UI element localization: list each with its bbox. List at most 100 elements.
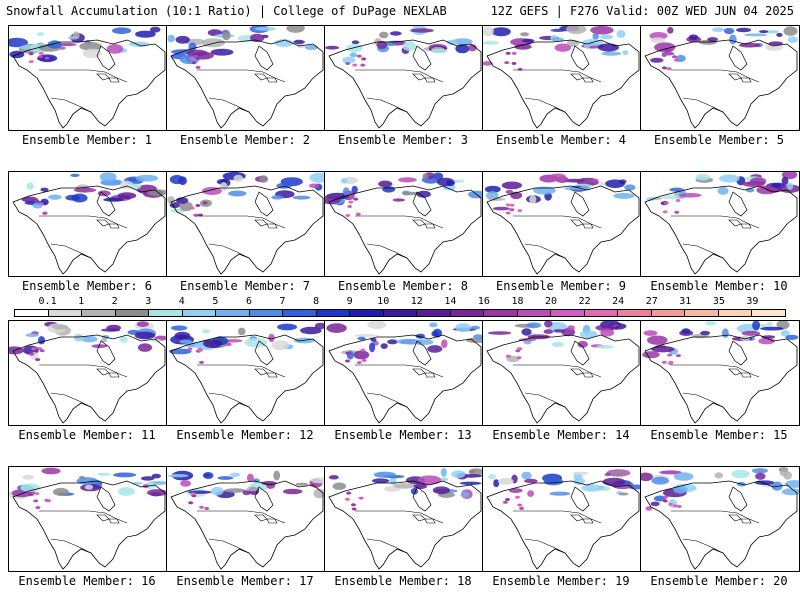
us-mexico-border <box>524 538 566 554</box>
snowfall-shading <box>203 339 223 348</box>
snowfall-shading <box>259 175 268 183</box>
colorbar-tick-label: 5 <box>212 296 219 307</box>
snowfall-shading <box>224 488 246 493</box>
snowfall-shading <box>488 474 496 480</box>
us-mexico-border <box>682 97 724 113</box>
snowfall-shading <box>103 197 124 202</box>
map-svg <box>325 26 483 130</box>
snowfall-shading <box>332 482 347 490</box>
hudson-bay <box>570 45 590 71</box>
map-svg <box>483 467 641 571</box>
great-lakes <box>412 368 436 378</box>
snowfall-shading <box>509 488 523 493</box>
snowfall-shading <box>35 506 41 510</box>
snowfall-shading <box>402 41 417 52</box>
coastline <box>644 185 798 275</box>
snowfall-shading <box>432 328 442 338</box>
colorbar-tick-label: 3 <box>145 296 152 307</box>
colorbar-tick-label: 31 <box>679 296 692 307</box>
hudson-bay <box>412 340 432 366</box>
snowfall-shading <box>99 172 117 182</box>
snowfall-shading <box>527 490 534 497</box>
us-mexico-border <box>682 243 724 259</box>
snowfall-shading <box>492 206 510 211</box>
snowfall-shading <box>179 201 193 212</box>
us-canada-border <box>355 364 444 378</box>
ensemble-map-panel <box>640 171 800 277</box>
snowfall-shading <box>604 472 611 477</box>
snowfall-shading <box>314 322 325 330</box>
snowfall-shading <box>553 329 565 333</box>
us-mexico-border <box>524 392 566 408</box>
colorbar-swatch <box>283 310 317 316</box>
colorbar-swatch <box>752 310 785 316</box>
snowfall-shading <box>609 472 628 476</box>
coastline <box>328 480 482 570</box>
snowfall-shading <box>119 336 128 343</box>
snowfall-layer <box>642 321 799 365</box>
snowfall-shading <box>402 191 420 196</box>
snowfall-shading <box>581 484 603 492</box>
hudson-bay <box>412 45 432 71</box>
snowfall-shading <box>188 57 194 61</box>
snowfall-shading <box>198 348 203 352</box>
snowfall-shading <box>136 321 149 327</box>
snowfall-shading <box>744 33 768 37</box>
snowfall-shading <box>25 333 39 338</box>
colorbar-tick-label: 2 <box>111 296 118 307</box>
colorbar-swatch <box>182 310 217 316</box>
snowfall-shading <box>522 38 535 43</box>
snowfall-shading <box>484 185 501 193</box>
snowfall-shading <box>348 200 354 204</box>
colorbar-tick-label: 6 <box>245 296 252 307</box>
colorbar-swatch <box>718 310 753 316</box>
snowfall-shading <box>378 180 393 188</box>
snowfall-shading <box>82 48 102 59</box>
snowfall-shading <box>551 37 564 42</box>
snowfall-shading <box>345 351 351 355</box>
snowfall-shading <box>752 321 761 331</box>
snowfall-shading <box>674 58 680 62</box>
snowfall-shading <box>217 476 234 480</box>
snowfall-shading <box>758 337 775 345</box>
snowfall-shading <box>71 193 88 203</box>
ensemble-map-panel <box>166 320 326 426</box>
snowfall-shading <box>521 328 532 336</box>
colorbar-swatch <box>551 310 585 316</box>
panel-label: Ensemble Member: 6 <box>21 279 153 293</box>
snowfall-shading <box>600 328 615 337</box>
snowfall-shading <box>34 492 40 496</box>
snowfall-shading <box>187 347 193 351</box>
snowfall-shading <box>653 495 667 502</box>
great-lakes <box>96 73 120 83</box>
snowfall-layer <box>167 172 325 217</box>
snowfall-shading <box>195 56 201 60</box>
snowfall-shading <box>373 471 396 478</box>
snowfall-shading <box>483 41 499 45</box>
snowfall-shading <box>149 26 161 33</box>
snowfall-shading <box>342 187 350 197</box>
snowfall-shading <box>731 469 750 479</box>
colorbar-swatch <box>383 310 418 316</box>
map-svg <box>483 321 641 425</box>
snowfall-shading <box>643 330 658 336</box>
snowfall-shading <box>246 473 254 483</box>
us-mexico-border <box>366 538 408 554</box>
snowfall-shading <box>357 336 366 341</box>
hudson-bay <box>728 191 748 217</box>
colorbar-tick-label: 8 <box>313 296 320 307</box>
coastline <box>12 334 166 424</box>
snowfall-shading <box>592 33 599 40</box>
snowfall-shading <box>34 199 40 203</box>
snowfall-shading <box>309 172 325 183</box>
coastline <box>12 480 166 570</box>
ensemble-map-panel <box>166 466 326 572</box>
colorbar-swatches <box>14 309 786 317</box>
snowfall-shading <box>228 190 247 197</box>
snowfall-shading <box>765 44 783 51</box>
us-canada-border <box>513 510 602 524</box>
snowfall-shading <box>117 487 135 496</box>
snowfall-shading <box>416 190 431 198</box>
snowfall-shading <box>650 57 664 63</box>
great-lakes <box>570 514 594 524</box>
